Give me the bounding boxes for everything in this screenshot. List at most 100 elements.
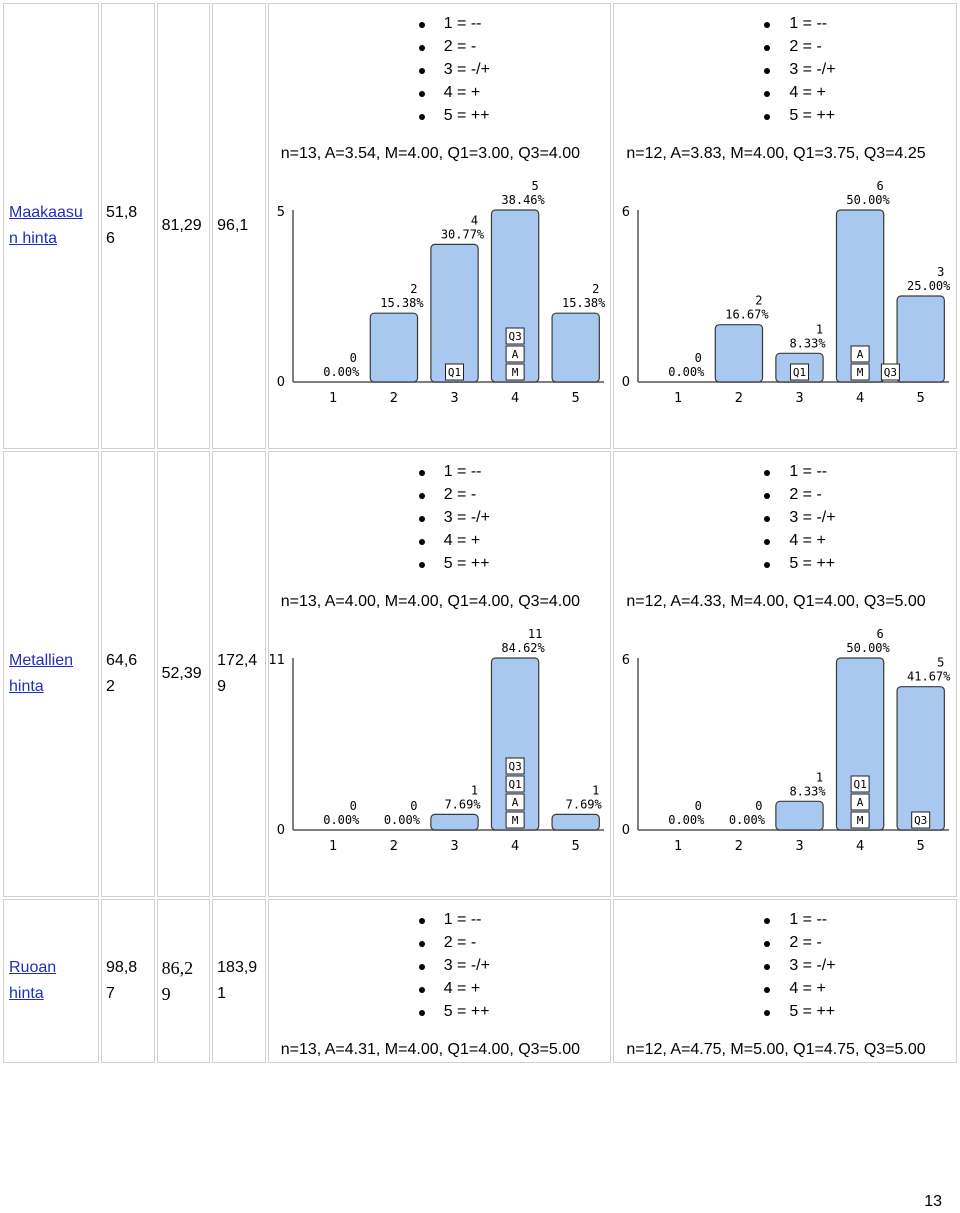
legend-item: 5 = ++ xyxy=(614,104,956,127)
bar xyxy=(429,243,479,383)
marker-label: M xyxy=(511,814,518,827)
legend-item: 5 = ++ xyxy=(269,552,611,575)
marker-box xyxy=(850,363,870,381)
marker-box xyxy=(505,327,525,345)
page-number: 13 xyxy=(924,1193,942,1210)
chart-cell: 1 = -- 2 = - 3 = -/+ 4 = + 5 = ++ n=12, … xyxy=(613,3,957,449)
bullet-icon xyxy=(418,45,425,51)
marker-label: A xyxy=(857,348,864,361)
data-label-count: 0 xyxy=(756,799,763,813)
bullet-icon xyxy=(764,918,771,924)
data-label-count: 11 xyxy=(528,627,542,641)
data-label-count: 5 xyxy=(531,179,538,193)
x-tick-label: 3 xyxy=(450,391,458,406)
bullet-icon xyxy=(418,516,425,522)
item-link[interactable]: Maakaasu n hinta xyxy=(9,204,83,247)
marker-box xyxy=(505,345,525,363)
stats-line: n=13, A=4.00, M=4.00, Q1=4.00, Q3=4.00 xyxy=(280,593,581,610)
marker-label: Q1 xyxy=(448,366,461,379)
scale-legend: 1 = -- 2 = - 3 = -/+ 4 = + 5 = ++ xyxy=(614,908,956,1023)
marker-box xyxy=(850,775,870,793)
data-label-percent: 15.38% xyxy=(562,296,606,310)
scale-legend: 1 = -- 2 = - 3 = -/+ 4 = + 5 = ++ xyxy=(614,460,956,575)
bar xyxy=(896,295,946,383)
bullet-icon xyxy=(764,562,771,568)
legend-item: 3 = -/+ xyxy=(269,954,611,977)
value-cell: 96,1 xyxy=(212,3,266,449)
data-label-count: 2 xyxy=(592,282,599,296)
marker-box xyxy=(505,793,525,811)
legend-item: 2 = - xyxy=(269,35,611,58)
marker-box xyxy=(505,811,525,829)
bullet-icon xyxy=(764,1010,771,1016)
bullet-icon xyxy=(764,516,771,522)
bullet-icon xyxy=(418,493,425,499)
x-tick-label: 4 xyxy=(856,391,864,406)
stats-line: n=12, A=4.33, M=4.00, Q1=4.00, Q3=5.00 xyxy=(626,593,926,610)
item-link[interactable]: Metallien hinta xyxy=(9,652,74,695)
bar xyxy=(551,312,600,383)
marker-label: M xyxy=(857,366,864,379)
bullet-icon xyxy=(418,539,425,545)
marker-label: A xyxy=(511,796,518,809)
data-label-percent: 50.00% xyxy=(847,641,891,655)
data-label-percent: 38.46% xyxy=(501,193,545,207)
value-cell: 98,8 7 xyxy=(101,899,155,1063)
legend-item: 1 = -- xyxy=(269,908,611,931)
bullet-icon xyxy=(764,493,771,499)
bullet-icon xyxy=(418,1010,425,1016)
legend-item: 4 = + xyxy=(614,529,956,552)
scale-legend: 1 = -- 2 = - 3 = -/+ 4 = + 5 = ++ xyxy=(269,460,611,575)
marker-box xyxy=(911,811,931,829)
marker-label: Q3 xyxy=(914,814,927,827)
legend-item: 5 = ++ xyxy=(614,552,956,575)
legend-item: 1 = -- xyxy=(269,460,611,483)
bullet-icon xyxy=(418,562,425,568)
scale-legend: 1 = -- 2 = - 3 = -/+ 4 = + 5 = ++ xyxy=(269,908,611,1023)
bullet-icon xyxy=(764,68,771,74)
stats-line: n=12, A=4.75, M=5.00, Q1=4.75, Q3=5.00 xyxy=(626,1041,926,1058)
legend-item: 5 = ++ xyxy=(269,104,611,127)
chart-cell: 1 = -- 2 = - 3 = -/+ 4 = + 5 = ++ n=12, … xyxy=(613,899,957,1063)
bar-chart: 0110.00%010.00%027.69%1384.62%1147.69%15… xyxy=(268,614,607,872)
data-label-count: 0 xyxy=(695,799,702,813)
bar-chart: 050.00%0115.38%2230.77%4338.46%5415.38%2… xyxy=(268,166,607,424)
legend-item: 4 = + xyxy=(269,977,611,1000)
legend-item: 2 = - xyxy=(614,931,956,954)
marker-box xyxy=(790,363,810,381)
x-tick-label: 2 xyxy=(389,839,397,854)
y-tick-label: 0 xyxy=(622,375,630,390)
x-tick-label: 5 xyxy=(917,391,925,406)
data-label-count: 0 xyxy=(349,799,356,813)
marker-box xyxy=(850,345,870,363)
y-tick-label: 5 xyxy=(276,205,284,220)
x-tick-label: 2 xyxy=(735,391,743,406)
data-label-percent: 41.67% xyxy=(907,670,951,684)
item-link[interactable]: Ruoan hinta xyxy=(9,959,57,1002)
data-label-count: 2 xyxy=(756,294,763,308)
chart-background xyxy=(614,166,953,424)
data-label-count: 0 xyxy=(410,799,417,813)
stats-line: n=12, A=3.83, M=4.00, Q1=3.75, Q3=4.25 xyxy=(626,145,926,162)
bar xyxy=(836,657,885,831)
marker-label: Q3 xyxy=(884,366,897,379)
data-label-count: 1 xyxy=(816,770,823,784)
y-tick-label: 0 xyxy=(622,823,630,838)
legend-item: 3 = -/+ xyxy=(269,58,611,81)
marker-label: Q1 xyxy=(793,366,806,379)
bar xyxy=(369,312,418,383)
chart-cell: 1 = -- 2 = - 3 = -/+ 4 = + 5 = ++ n=13, … xyxy=(267,899,612,1063)
legend-item: 4 = + xyxy=(614,977,956,1000)
legend-item: 1 = -- xyxy=(614,12,956,35)
bar xyxy=(836,209,885,383)
legend-item: 3 = -/+ xyxy=(614,58,956,81)
table-row: Ruoan hinta 98,8 7 86,2 9 183,9 1 1 = -- 2 =… xyxy=(3,899,957,1063)
data-label-percent: 8.33% xyxy=(790,784,827,798)
bullet-icon xyxy=(764,45,771,51)
value-cell: 81,29 xyxy=(156,3,211,449)
x-tick-label: 1 xyxy=(674,839,682,854)
marker-box xyxy=(505,363,525,381)
bullet-icon xyxy=(418,941,425,947)
data-label-percent: 0.00% xyxy=(729,813,766,827)
item-name-cell: Ruoan hinta xyxy=(3,899,100,1063)
